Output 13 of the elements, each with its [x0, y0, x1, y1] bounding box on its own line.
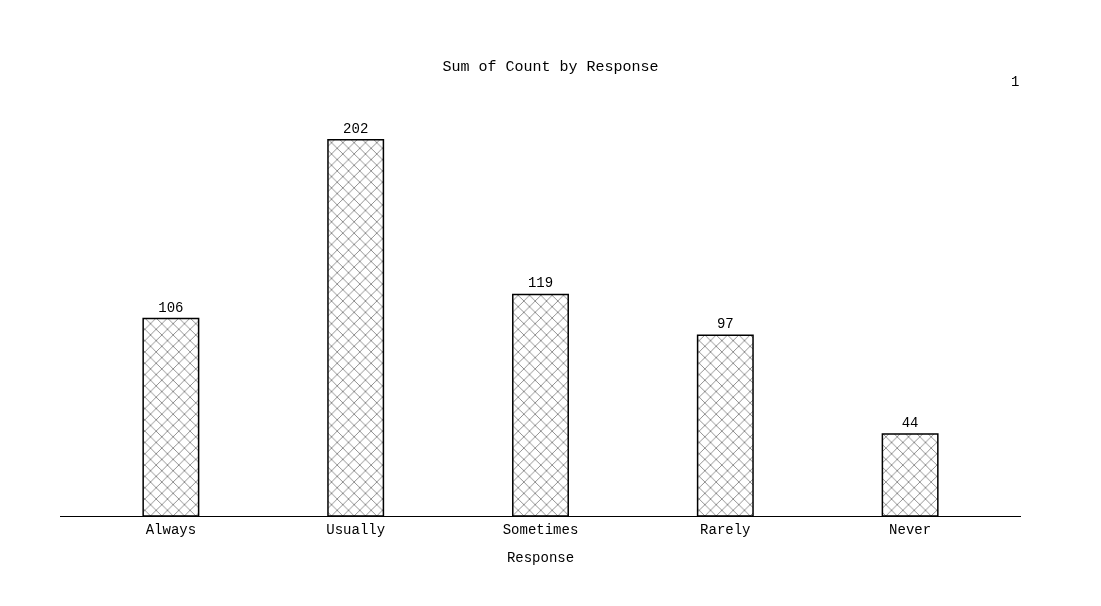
data-label: 44 [901, 415, 919, 432]
chart-title: Sum of Count by Response [442, 59, 659, 77]
x-tick-label: Usually [326, 521, 386, 538]
x-tick-label: Rarely [700, 521, 751, 538]
x-axis-title: Response [506, 550, 575, 567]
x-tick-label: Never [889, 521, 932, 538]
x-tick-label: Always [145, 521, 197, 538]
text: 1 [1011, 74, 1020, 90]
data-label: 119 [527, 275, 554, 292]
data-label: 97 [716, 316, 734, 333]
data-label: 202 [343, 120, 369, 137]
data-label: 106 [158, 299, 184, 316]
x-tick-label: Sometimes [502, 521, 579, 538]
